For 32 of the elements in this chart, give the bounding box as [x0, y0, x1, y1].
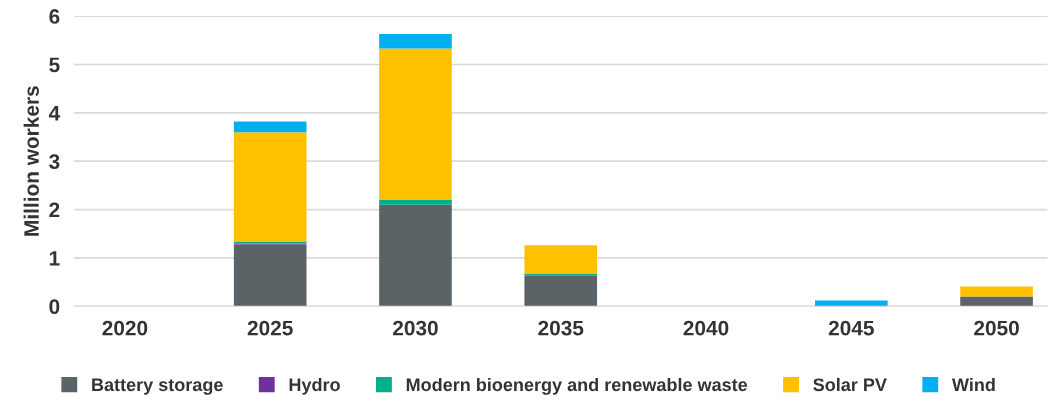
bar [524, 275, 598, 307]
x-tick-label: 2045 [828, 320, 874, 336]
bar [379, 34, 452, 49]
bar [379, 199, 452, 205]
x-tick-label: 2050 [974, 320, 1019, 336]
bar [233, 132, 307, 242]
x-tick-label: 2025 [247, 320, 293, 336]
legend-label: Battery storage [92, 378, 223, 395]
y-tick-label: 6 [49, 9, 60, 24]
y-axis-title: Million workers [23, 86, 39, 236]
bar [960, 286, 1033, 297]
bar [233, 244, 307, 307]
y-tick-label: 3 [49, 154, 60, 169]
legend-label: Modern bioenergy and renewable waste [406, 377, 748, 395]
bar [379, 204, 452, 307]
bar [524, 245, 598, 274]
y-tick-label: 2 [49, 202, 60, 218]
y-tick-label: 0 [49, 299, 60, 315]
y-tick-label: 5 [49, 57, 60, 73]
x-tick-label: 2030 [393, 320, 438, 336]
bar [233, 121, 307, 133]
bar [814, 300, 888, 307]
x-tick-label: 2040 [683, 320, 729, 336]
bar [960, 296, 1033, 307]
y-tick-label: 4 [48, 106, 61, 121]
bar [379, 48, 452, 200]
legend-label: Solar PV [813, 377, 887, 392]
legend-label: Wind [951, 377, 995, 392]
y-tick-label: 1 [49, 251, 60, 266]
x-tick-label: 2035 [538, 320, 584, 336]
x-tick-label: 2020 [102, 320, 148, 336]
legend-label: Hydro [289, 377, 340, 395]
